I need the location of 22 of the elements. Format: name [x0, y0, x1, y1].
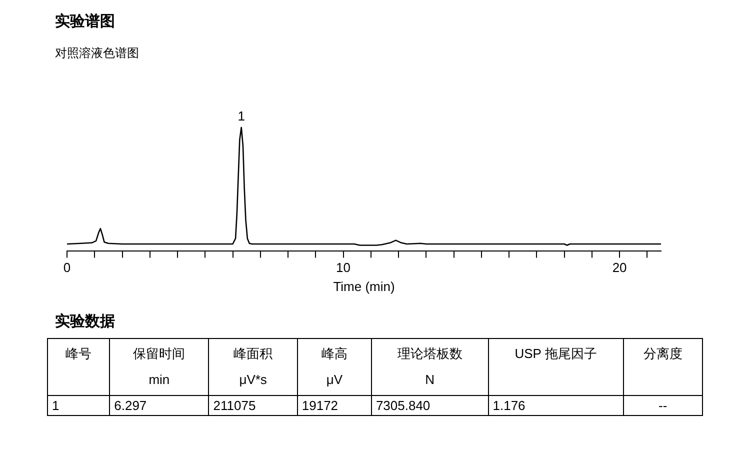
text: 峰面积 μV*s — [208, 338, 298, 396]
text: 保留时间 min — [110, 338, 209, 396]
text: 理论塔板数 N — [371, 338, 488, 396]
text: 19172 — [297, 396, 372, 416]
x-tick-label: 10 — [336, 260, 351, 276]
x-axis-title: Time (min) — [333, 278, 395, 294]
x-tick-label: 0 — [63, 260, 71, 276]
text: -- — [623, 396, 702, 416]
x-tick-label: 20 — [612, 260, 627, 276]
chart-subtitle: 对照溶液色谱图 — [55, 45, 139, 62]
chart-title: 实验谱图 — [55, 12, 115, 31]
annotation: 1 — [238, 108, 245, 124]
text: 7305.840 — [371, 396, 488, 416]
text: USP 拖尾因子 — [488, 338, 624, 396]
text: 211075 — [208, 396, 298, 416]
text: 1 — [48, 396, 110, 416]
text: 1.176 — [488, 396, 624, 416]
text: 6.297 — [110, 396, 209, 416]
text: 峰号 — [48, 338, 110, 396]
text: 分离度 — [623, 338, 702, 396]
text: 实验数据 — [55, 312, 115, 331]
text: 峰高 μV — [297, 338, 372, 396]
